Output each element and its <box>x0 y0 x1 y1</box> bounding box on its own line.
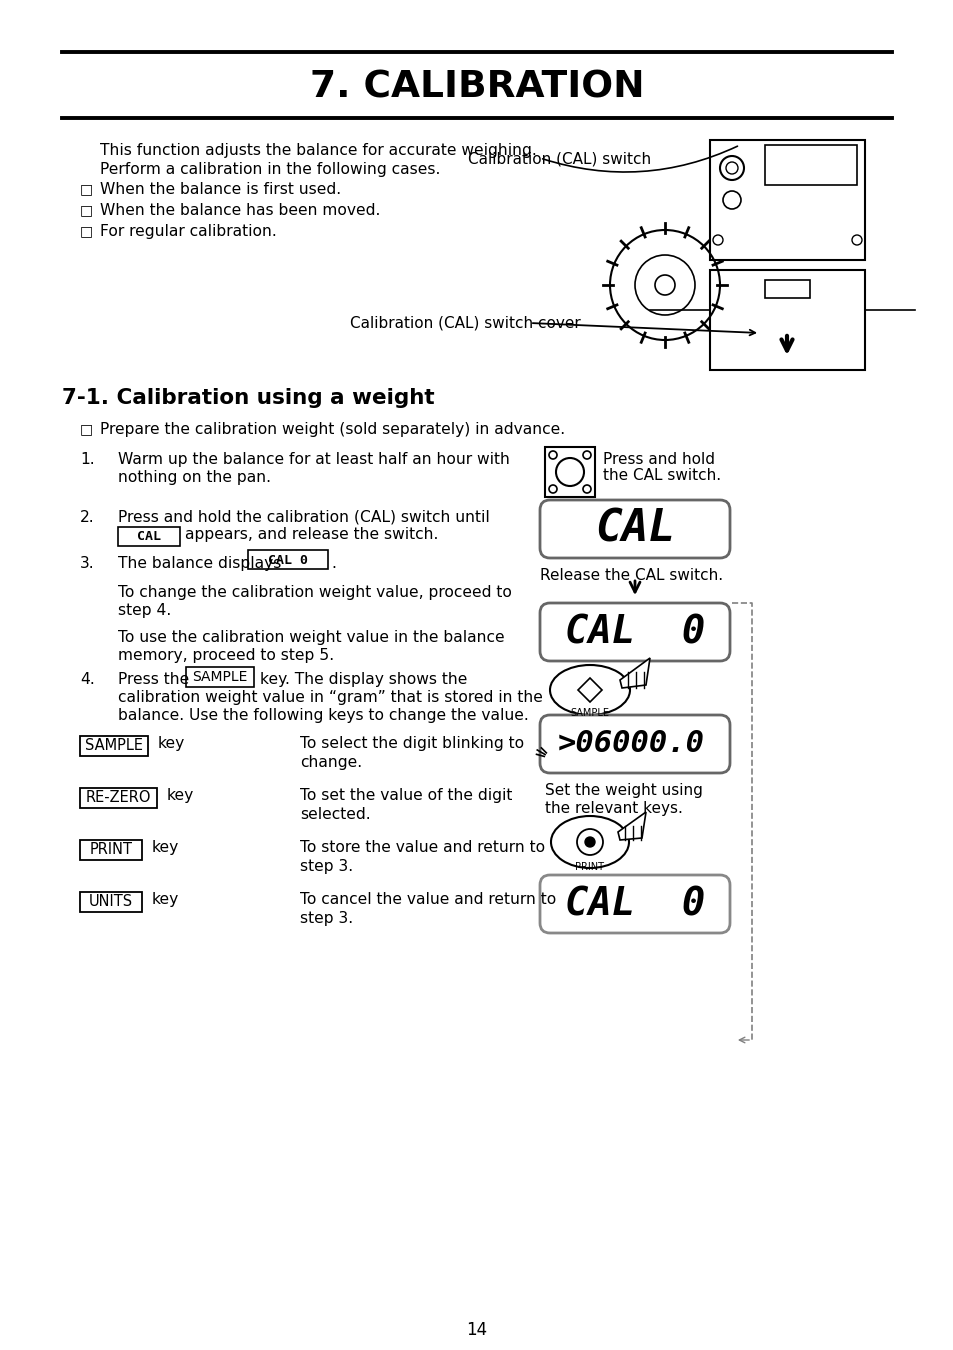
Text: To change the calibration weight value, proceed to: To change the calibration weight value, … <box>118 585 512 599</box>
Bar <box>709 140 864 261</box>
Text: key: key <box>152 892 179 907</box>
Text: appears, and release the switch.: appears, and release the switch. <box>185 526 438 541</box>
Text: □: □ <box>80 224 93 238</box>
Text: To use the calibration weight value in the balance: To use the calibration weight value in t… <box>118 630 504 645</box>
Text: CAL 0: CAL 0 <box>268 554 308 567</box>
FancyBboxPatch shape <box>539 716 729 774</box>
Text: CAL: CAL <box>595 508 675 551</box>
Text: 3.: 3. <box>80 556 94 571</box>
Text: Press the: Press the <box>118 672 189 687</box>
Text: CAL  0: CAL 0 <box>564 886 704 923</box>
Text: To cancel the value and return to: To cancel the value and return to <box>299 892 556 907</box>
Text: Press and hold the calibration (CAL) switch until: Press and hold the calibration (CAL) swi… <box>118 510 489 525</box>
Text: The balance displays: The balance displays <box>118 556 281 571</box>
Text: Perform a calibration in the following cases.: Perform a calibration in the following c… <box>100 162 440 177</box>
Text: Calibration (CAL) switch cover: Calibration (CAL) switch cover <box>350 315 580 329</box>
Text: key: key <box>152 840 179 855</box>
Text: Warm up the balance for at least half an hour with: Warm up the balance for at least half an… <box>118 452 509 467</box>
Text: 2.: 2. <box>80 510 94 525</box>
Bar <box>709 270 864 370</box>
Bar <box>80 736 148 756</box>
FancyBboxPatch shape <box>539 603 729 662</box>
Text: nothing on the pan.: nothing on the pan. <box>118 470 271 485</box>
Bar <box>544 447 595 497</box>
Text: calibration weight value in “gram” that is stored in the: calibration weight value in “gram” that … <box>118 690 542 705</box>
Text: balance. Use the following keys to change the value.: balance. Use the following keys to chang… <box>118 707 528 724</box>
Text: PRINT: PRINT <box>575 863 604 872</box>
Text: For regular calibration.: For regular calibration. <box>100 224 276 239</box>
Bar <box>764 144 856 185</box>
Text: When the balance is first used.: When the balance is first used. <box>100 182 341 197</box>
Text: 1.: 1. <box>80 452 94 467</box>
Text: PRINT: PRINT <box>90 842 132 857</box>
Text: key: key <box>167 788 194 803</box>
Text: 14: 14 <box>466 1322 487 1339</box>
Text: UNITS: UNITS <box>89 895 132 910</box>
Text: step 4.: step 4. <box>118 603 172 618</box>
Text: step 3.: step 3. <box>299 859 353 873</box>
Bar <box>118 526 180 545</box>
Text: key. The display shows the: key. The display shows the <box>260 672 467 687</box>
Text: the relevant keys.: the relevant keys. <box>544 801 682 815</box>
Text: change.: change. <box>299 755 362 770</box>
Text: □: □ <box>80 423 93 436</box>
Bar <box>80 892 142 913</box>
Text: the CAL switch.: the CAL switch. <box>602 468 720 483</box>
FancyBboxPatch shape <box>539 500 729 558</box>
Text: .: . <box>331 556 335 571</box>
Text: Calibration (CAL) switch: Calibration (CAL) switch <box>468 153 651 167</box>
Bar <box>80 788 157 809</box>
Text: RE-ZERO: RE-ZERO <box>86 791 152 806</box>
Text: SAMPLE: SAMPLE <box>570 707 609 718</box>
FancyBboxPatch shape <box>539 875 729 933</box>
Polygon shape <box>619 657 649 688</box>
Text: When the balance has been moved.: When the balance has been moved. <box>100 202 380 217</box>
Text: SAMPLE: SAMPLE <box>85 738 143 753</box>
Text: Prepare the calibration weight (sold separately) in advance.: Prepare the calibration weight (sold sep… <box>100 423 564 437</box>
Text: To set the value of the digit: To set the value of the digit <box>299 788 512 803</box>
Text: step 3.: step 3. <box>299 911 353 926</box>
Bar <box>186 667 253 687</box>
Text: 7-1. Calibration using a weight: 7-1. Calibration using a weight <box>62 387 435 408</box>
Text: This function adjusts the balance for accurate weighing.: This function adjusts the balance for ac… <box>100 143 537 158</box>
Bar <box>248 549 328 568</box>
Text: SAMPLE: SAMPLE <box>193 670 248 684</box>
Bar <box>80 840 142 860</box>
Text: >06000.0: >06000.0 <box>558 729 704 759</box>
Text: 7. CALIBRATION: 7. CALIBRATION <box>310 70 643 107</box>
Text: To select the digit blinking to: To select the digit blinking to <box>299 736 523 751</box>
Text: CAL  0: CAL 0 <box>564 613 704 651</box>
Text: memory, proceed to step 5.: memory, proceed to step 5. <box>118 648 334 663</box>
Text: Set the weight using: Set the weight using <box>544 783 702 798</box>
Text: To store the value and return to: To store the value and return to <box>299 840 544 855</box>
Text: 4.: 4. <box>80 672 94 687</box>
Text: key: key <box>158 736 185 751</box>
Text: Press and hold: Press and hold <box>602 452 714 467</box>
Text: Release the CAL switch.: Release the CAL switch. <box>539 568 722 583</box>
Text: selected.: selected. <box>299 807 370 822</box>
Text: CAL: CAL <box>137 531 161 544</box>
Polygon shape <box>618 811 645 840</box>
Text: □: □ <box>80 182 93 196</box>
Circle shape <box>584 837 595 846</box>
Text: □: □ <box>80 202 93 217</box>
Bar <box>764 279 809 298</box>
